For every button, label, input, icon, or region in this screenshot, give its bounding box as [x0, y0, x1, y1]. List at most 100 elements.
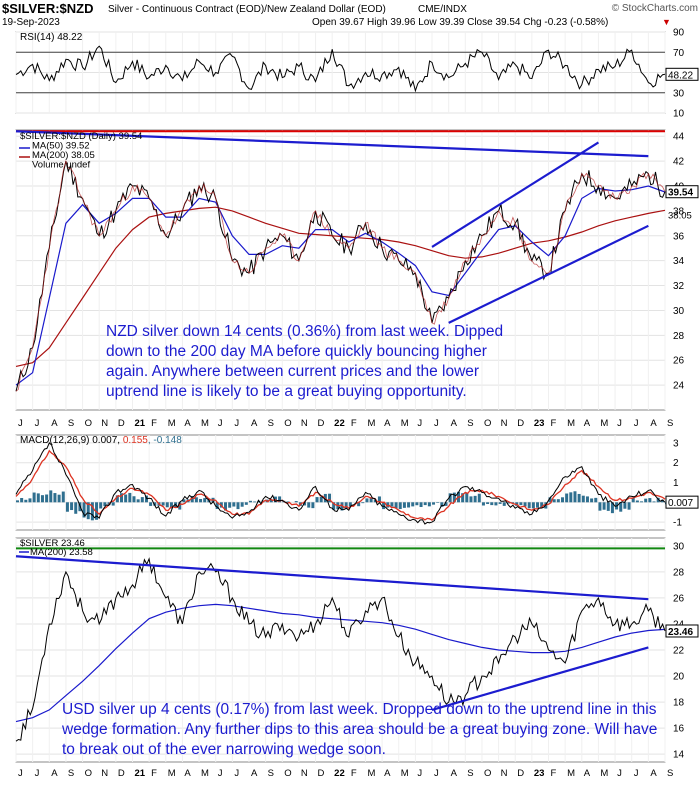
silver-tick-label: 28: [673, 567, 685, 578]
macd-histogram-bar: [74, 502, 77, 513]
price-last-value: 39.54: [668, 188, 693, 199]
top-axis-label: A: [451, 418, 458, 429]
macd-histogram-bar: [232, 502, 235, 506]
silver-last-value: 23.46: [668, 627, 693, 638]
macd-histogram-bar: [345, 502, 348, 509]
macd-histogram-bar: [365, 498, 368, 502]
macd-histogram-bar: [653, 501, 656, 502]
bottom-axis-label: D: [318, 768, 325, 779]
macd-histogram-bar: [411, 502, 414, 506]
macd-histogram-bar: [586, 496, 589, 502]
silver-tick-label: 14: [673, 750, 685, 761]
macd-histogram-bar: [469, 496, 472, 502]
macd-histogram-bar: [295, 501, 298, 502]
bottom-axis-label: J: [617, 768, 622, 779]
top-axis-label: A: [584, 418, 591, 429]
macd-histogram-bar: [311, 502, 314, 508]
macd-histogram-bar: [361, 502, 364, 503]
macd-histogram-bar: [41, 495, 44, 502]
bottom-axis-label: A: [251, 768, 258, 779]
top-axis-label: S: [467, 418, 473, 429]
price-tick-label: 34: [673, 256, 685, 267]
macd-histogram-bar: [228, 502, 231, 507]
macd-histogram-bar: [53, 493, 56, 502]
macd-histogram-bar: [49, 490, 52, 502]
macd-histogram-bar: [420, 502, 423, 507]
bottom-axis-label: O: [85, 768, 92, 779]
bottom-axis-label: 22: [334, 768, 345, 779]
macd-histogram-bar: [33, 493, 36, 503]
bottom-axis-label: F: [151, 768, 157, 779]
macd-histogram-bar: [565, 494, 568, 503]
rsi-last-value: 48.22: [668, 70, 693, 81]
macd-tick-label: 2: [673, 458, 679, 469]
macd-histogram-bar: [316, 497, 319, 502]
chart-description: Silver - Continuous Contract (EOD)/New Z…: [108, 4, 386, 15]
macd-histogram-bar: [195, 497, 198, 502]
top-axis-label: J: [234, 418, 239, 429]
top-axis-label: J: [617, 418, 622, 429]
macd-histogram-bar: [590, 498, 593, 502]
macd-histogram-bar: [407, 502, 410, 507]
silver-tick-label: 26: [673, 593, 685, 604]
top-axis-label: O: [85, 418, 92, 429]
macd-histogram-bar: [37, 493, 40, 502]
bottom-axis-label: F: [551, 768, 557, 779]
top-axis-label: A: [184, 418, 191, 429]
price-tick-label: 30: [673, 306, 685, 317]
macd-histogram-bar: [249, 501, 252, 502]
top-axis-label: N: [101, 418, 108, 429]
macd-histogram-bar: [199, 499, 202, 502]
macd-tick-label: 1: [673, 478, 679, 489]
macd-legend-part: , -0.148: [148, 435, 182, 446]
bottom-axis-label: O: [284, 768, 291, 779]
usd-annotation: USD silver up 4 cents (0.17%) from last …: [62, 700, 667, 760]
ma200-last-value: 38.05: [668, 210, 692, 221]
macd-histogram-bar: [137, 499, 140, 502]
price-legend-3: Volume undef: [32, 160, 90, 171]
top-axis-label: A: [251, 418, 258, 429]
macd-histogram-bar: [241, 502, 244, 506]
top-axis-label: M: [567, 418, 575, 429]
macd-histogram-bar: [45, 495, 48, 503]
bottom-axis-label: S: [467, 768, 473, 779]
macd-histogram-bar: [415, 502, 418, 505]
bottom-axis-label: N: [501, 768, 508, 779]
macd-histogram-bar: [478, 494, 481, 503]
bottom-axis-label: S: [268, 768, 274, 779]
bottom-axis-label: A: [184, 768, 191, 779]
silver-tick-label: 30: [673, 541, 685, 552]
bottom-axis-label: M: [367, 768, 375, 779]
top-axis-label: 23: [534, 418, 545, 429]
macd-histogram-bar: [594, 498, 597, 502]
bottom-axis-label: A: [51, 768, 58, 779]
macd-tick-label: 3: [673, 438, 679, 449]
macd-legend: MACD(12,26,9) 0.007, 0.155, -0.148: [20, 435, 182, 446]
top-axis-label: J: [218, 418, 223, 429]
macd-histogram-bar: [99, 502, 102, 508]
macd-histogram-bar: [528, 502, 531, 508]
top-axis-label: S: [68, 418, 74, 429]
rsi-tick-label: 90: [673, 28, 685, 39]
macd-histogram-bar: [569, 492, 572, 502]
rsi-tick-label: 10: [673, 109, 685, 120]
top-axis-label: M: [367, 418, 375, 429]
top-axis-label: 21: [134, 418, 145, 429]
macd-legend-part: 0.155: [123, 435, 148, 446]
macd-histogram-bar: [20, 498, 23, 502]
top-axis-label: J: [417, 418, 422, 429]
macd-histogram-bar: [307, 502, 310, 507]
macd-histogram-bar: [582, 496, 585, 503]
nzd-annotation: NZD silver down 14 cents (0.36%) from la…: [106, 322, 516, 402]
macd-histogram-bar: [628, 502, 631, 509]
bottom-axis-label: O: [484, 768, 491, 779]
macd-histogram-bar: [424, 502, 427, 505]
silver-tick-label: 18: [673, 698, 685, 709]
top-axis-label: J: [434, 418, 439, 429]
macd-histogram-bar: [58, 495, 61, 503]
bottom-axis-label: J: [434, 768, 439, 779]
chart-ohlc: Open 39.67 High 39.96 Low 39.39 Close 39…: [312, 17, 608, 28]
top-axis-label: A: [650, 418, 657, 429]
bottom-axis-label: J: [18, 768, 23, 779]
chart-exchange: CME/INDX: [418, 4, 467, 15]
